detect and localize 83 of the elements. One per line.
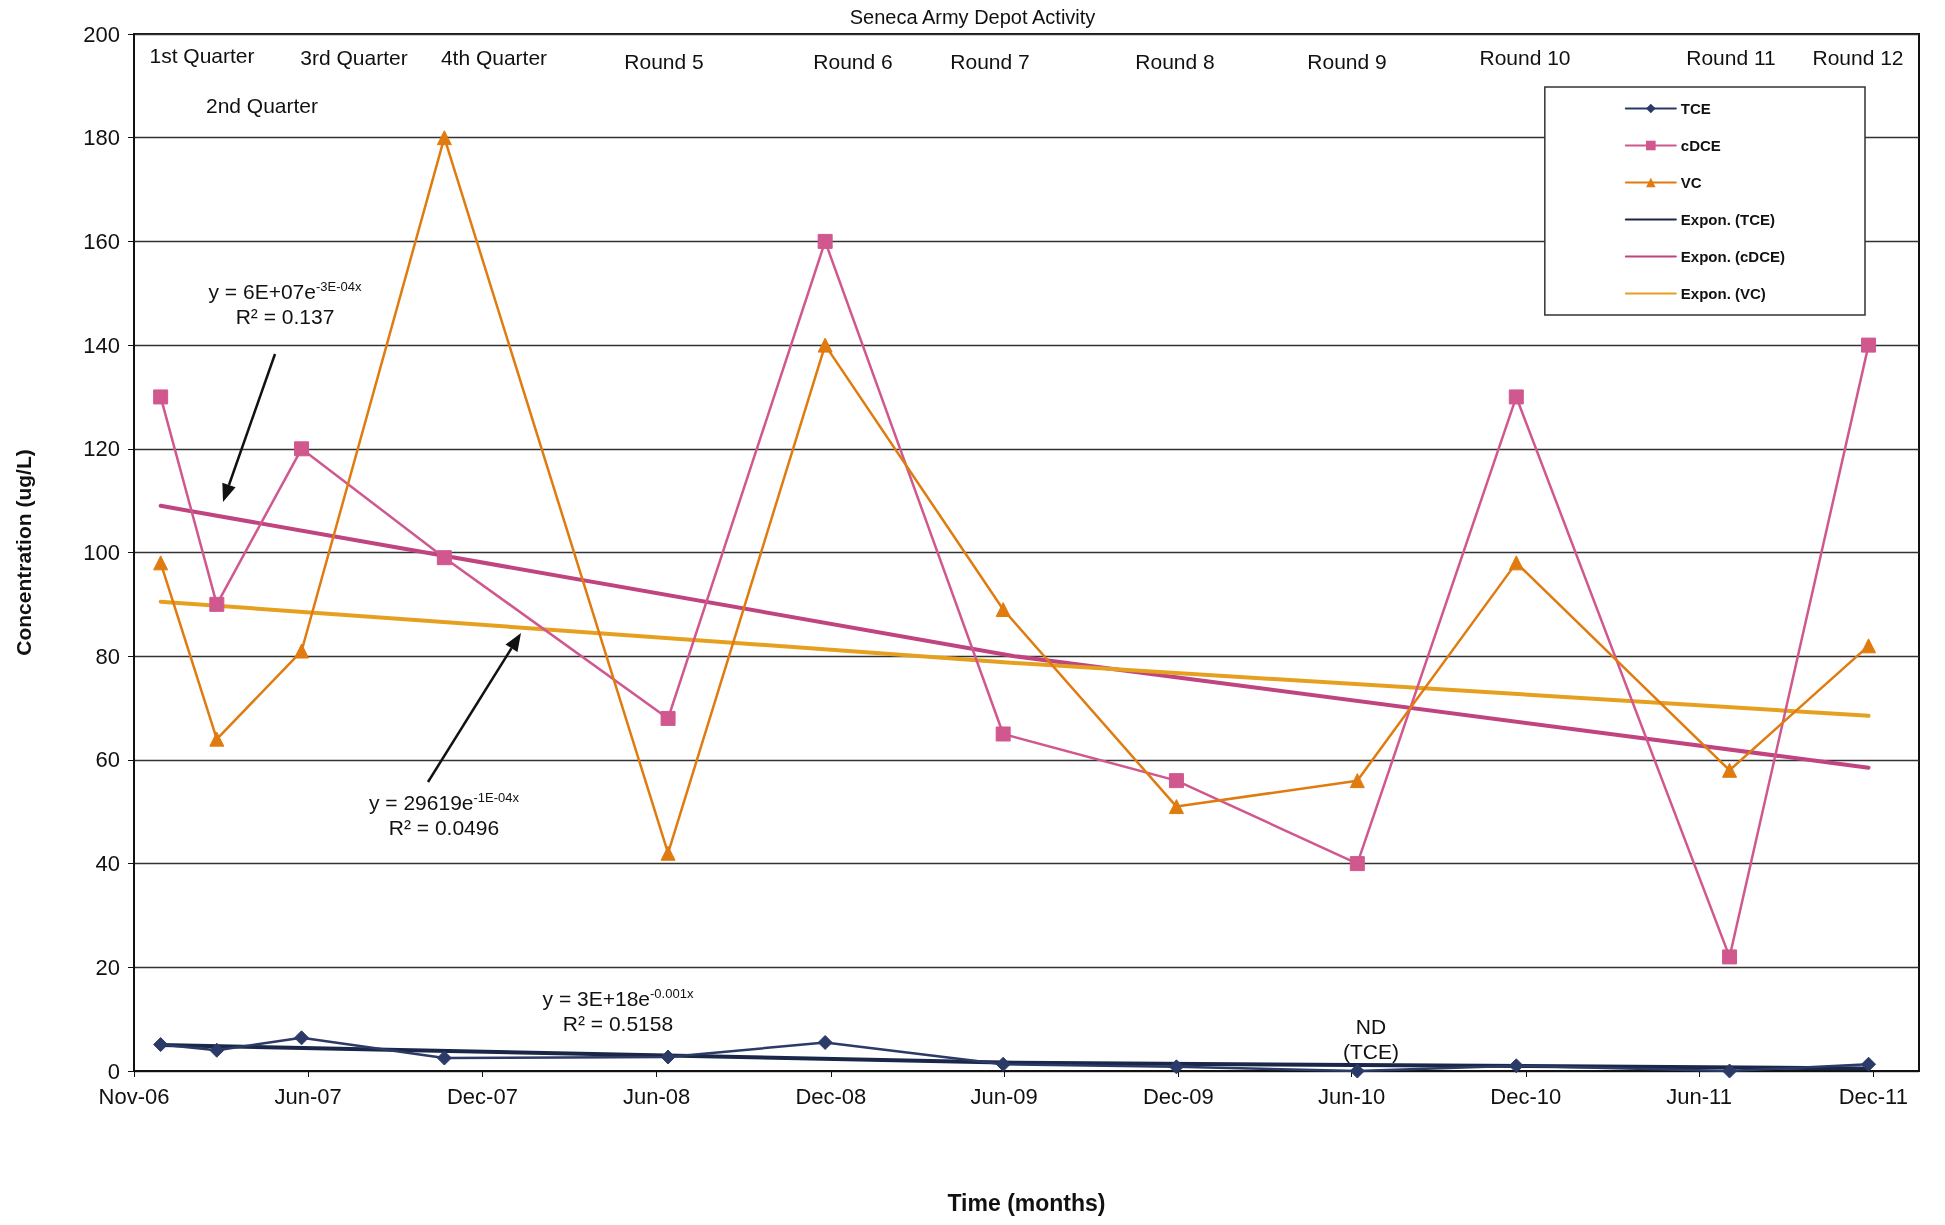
point (209, 731, 225, 747)
y-tick-label: 160 (83, 228, 120, 254)
point (817, 1034, 833, 1050)
legend-label: Expon. (VC) (1680, 285, 1766, 302)
annotation: 1st Quarter (149, 43, 255, 69)
y-tick-label: 40 (95, 851, 120, 877)
annotation: y = 29619e$^{-1E-04x}$ R² = 0.0496 (368, 789, 520, 841)
y-tick-label: 200 (83, 21, 120, 47)
legend-label: TCE (1680, 100, 1711, 117)
y-tick-label: 100 (83, 540, 120, 565)
point (436, 1050, 452, 1066)
annotation: Round 12 (1812, 45, 1904, 71)
legend-label: VC (1680, 174, 1702, 191)
point (1349, 1063, 1365, 1079)
point (1508, 555, 1524, 571)
x-tick-label: Jun-08 (623, 1083, 691, 1109)
point (1508, 389, 1524, 405)
x-axis-title: Time (months) (947, 1189, 1106, 1216)
annotation: Round 11 (1686, 45, 1776, 71)
annotation: 2nd Quarter (205, 93, 319, 119)
annotation: Round 6 (813, 49, 893, 75)
chart-title: Seneca Army Depot Activity (849, 6, 1096, 28)
point (995, 1056, 1011, 1072)
point (1861, 638, 1877, 654)
x-tick-label: Nov-06 (98, 1083, 170, 1109)
x-tick-label: Jun-10 (1317, 1083, 1386, 1109)
annotation: ND (TCE) (1343, 1013, 1399, 1065)
point (209, 596, 225, 612)
point (660, 710, 676, 726)
annotation: 3rd Quarter (300, 45, 408, 71)
y-tick-label: 80 (95, 643, 120, 669)
point (1168, 773, 1184, 789)
legend-label: Expon. (TCE) (1680, 211, 1775, 228)
annotation: Round 5 (624, 49, 704, 75)
legend-label: Expon. (cDCE) (1680, 248, 1786, 265)
x-tick-label: Jun-09 (970, 1083, 1038, 1109)
y-tick-label: 20 (95, 954, 120, 980)
x-tick-label: Dec-07 (446, 1083, 518, 1109)
x-tick-label: Dec-10 (1490, 1083, 1562, 1109)
annotation: y = 6E+07e$^{-3E-04x}$ R² = 0.137 (208, 278, 362, 330)
point (817, 233, 833, 249)
x-tick-label: Dec-09 (1142, 1083, 1214, 1109)
point (436, 550, 452, 566)
x-tick-label: Dec-11 (1838, 1083, 1908, 1109)
x-tick-label: Jun-07 (274, 1083, 342, 1109)
point (436, 130, 452, 146)
point (660, 845, 676, 861)
point (1168, 1059, 1184, 1075)
point (153, 389, 169, 405)
point (1349, 773, 1365, 789)
y-tick-label: 60 (95, 747, 120, 773)
point (1861, 1056, 1877, 1072)
point (1168, 799, 1184, 815)
annotation: y = 3E+18e$^{-0.001x}$ R² = 0.5158 (542, 985, 694, 1037)
point (294, 441, 310, 457)
y-axis-title: Concentration (ug/L) (12, 449, 35, 656)
y-tick-label: 0 (107, 1058, 120, 1084)
x-tick-label: Jun-11 (1666, 1083, 1732, 1109)
point (995, 726, 1011, 742)
y-tick-label: 180 (83, 125, 120, 151)
point (153, 1037, 169, 1053)
annotation: Round 9 (1307, 49, 1387, 75)
point (1722, 762, 1738, 778)
point (1722, 949, 1738, 965)
y-tick-label: 140 (83, 332, 120, 358)
annotation: Round 8 (1135, 49, 1215, 75)
annotation: Round 10 (1479, 45, 1571, 71)
annotation: Round 7 (950, 49, 1030, 75)
point (209, 1042, 225, 1058)
point (153, 555, 169, 571)
legend-label: cDCE (1680, 137, 1721, 154)
point (1722, 1063, 1738, 1079)
x-tick-label: Dec-08 (795, 1083, 867, 1109)
point (1349, 856, 1365, 872)
point (817, 337, 833, 353)
y-tick-label: 120 (83, 436, 120, 462)
annotation: 4th Quarter (440, 45, 548, 71)
point (294, 643, 310, 659)
point (995, 602, 1011, 618)
point (1508, 1058, 1524, 1074)
point (294, 1030, 310, 1046)
point (660, 1049, 676, 1065)
point (1861, 337, 1877, 353)
